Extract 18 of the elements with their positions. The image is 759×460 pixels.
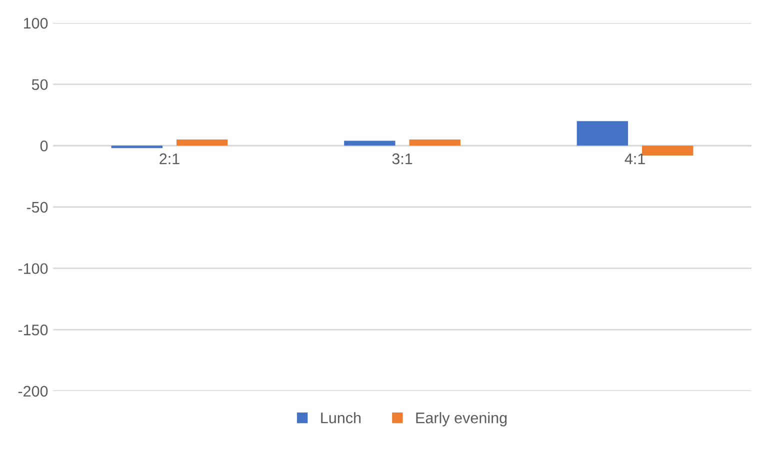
legend-label: Lunch [321,412,361,424]
y-tick-label: 50 [32,79,48,90]
y-tick-label: -150 [18,324,48,336]
bar [409,140,460,146]
legend-label: Early evening [416,412,507,426]
y-tick-label: -100 [18,263,48,274]
x-tick-label: 2:1 [160,153,180,164]
x-tick-label: 4:1 [624,154,645,164]
y-tick-label: 100 [24,18,48,29]
bar [642,146,694,156]
y-tick-label: -50 [26,202,48,213]
bar [576,121,628,146]
bar [344,140,396,146]
y-tick-label: -200 [18,386,48,397]
x-tick-label: 3:1 [392,153,412,164]
y-tick-label: 0 [40,140,48,152]
bar [176,140,228,146]
bar [111,146,163,148]
